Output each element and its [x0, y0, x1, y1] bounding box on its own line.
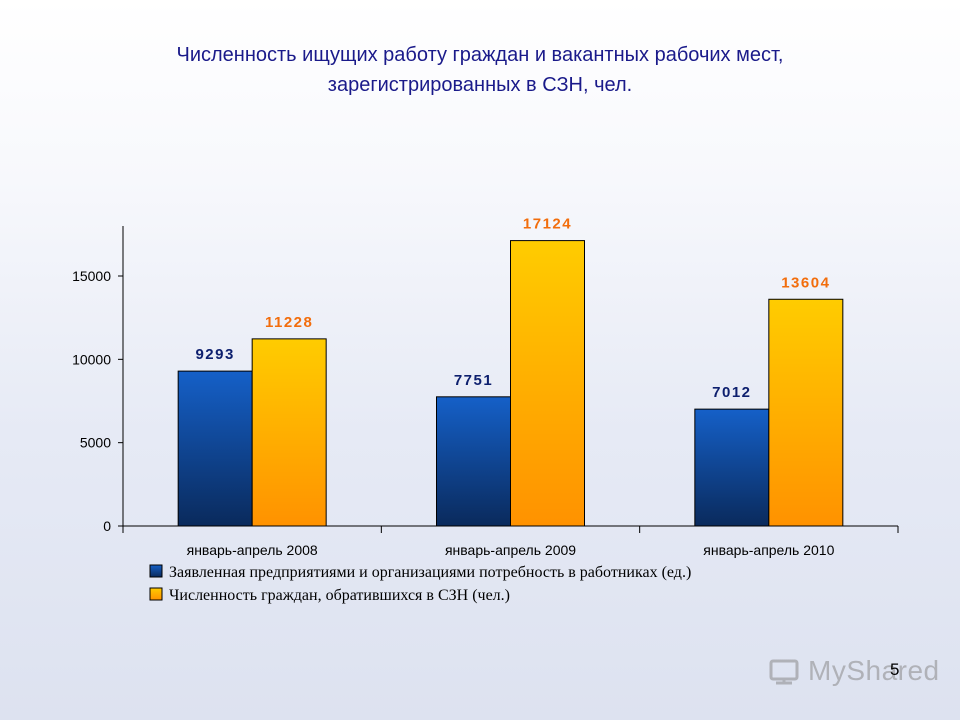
- data-label: 11228: [265, 314, 313, 331]
- watermark-text: MyShared: [808, 655, 940, 686]
- bar-series-2: [510, 240, 585, 527]
- page-number: 5: [890, 660, 900, 679]
- chart-bars: [177, 240, 844, 527]
- data-label: 9293: [195, 346, 234, 363]
- bar-series-2: [768, 298, 844, 527]
- legend-swatch: [149, 564, 163, 578]
- legend-label: Численность граждан, обратившихся в СЗН …: [169, 587, 510, 604]
- chart-labels: 9293 7751 7012 11228 17124 13604: [195, 216, 830, 402]
- data-label: 7012: [712, 384, 751, 401]
- bar-series-1: [694, 408, 770, 527]
- watermark-logo: MyShared: [768, 655, 939, 691]
- chart-title-line-1: Численность ищущих работу граждан и вака…: [176, 44, 784, 66]
- y-tick-label: 15000: [72, 268, 111, 284]
- data-label: 13604: [781, 274, 830, 291]
- y-tick-label: 5000: [80, 435, 111, 451]
- y-tick-label: 0: [103, 518, 111, 534]
- bar-series-2: [251, 338, 327, 527]
- x-tick-label: январь-апрель 2008: [187, 542, 318, 558]
- bar-series-1: [177, 370, 253, 527]
- x-tick-label: январь-апрель 2009: [445, 542, 576, 558]
- legend-label: Заявленная предприятиями и организациями…: [169, 564, 691, 581]
- chart-title-line-2: зарегистрированных в СЗН, чел.: [327, 74, 633, 96]
- chart-legend: Заявленная предприятиями и организациями…: [149, 564, 691, 604]
- x-tick-label: январь-апрель 2010: [703, 542, 834, 558]
- y-tick-label: 10000: [72, 351, 111, 367]
- presentation-screen-icon: [769, 659, 799, 685]
- chart-title: Численность ищущих работу граждан и вака…: [80, 40, 880, 100]
- data-label: 17124: [523, 216, 572, 233]
- data-label: 7751: [454, 372, 493, 389]
- bar-series-1: [436, 396, 511, 527]
- legend-swatch: [149, 587, 163, 601]
